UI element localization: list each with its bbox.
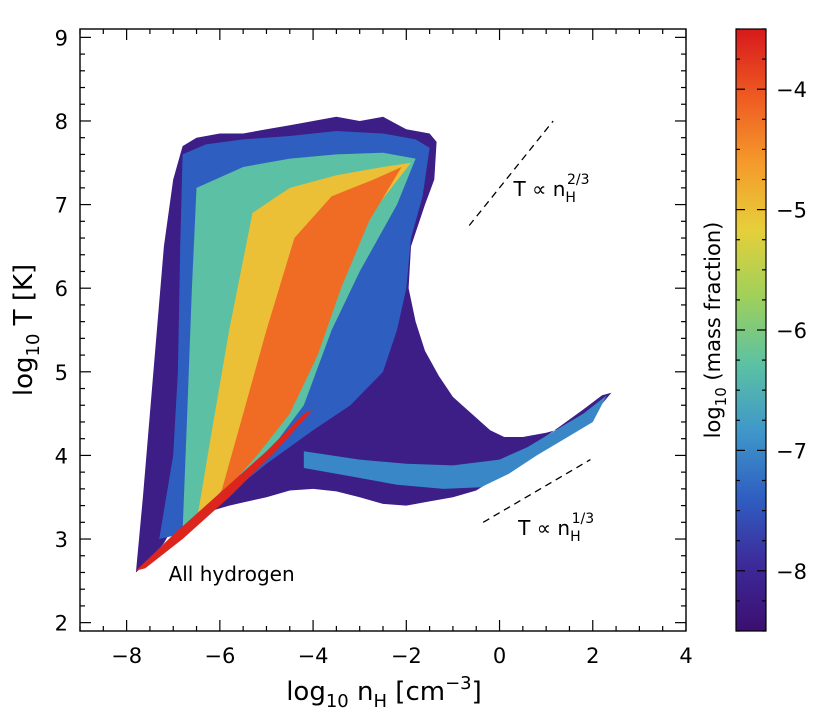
y-tick-label: 3 — [55, 528, 68, 552]
colorbar-ticks: −4 −5 −6 −7 −8 — [736, 28, 807, 632]
y-tick-label: 7 — [55, 194, 68, 218]
y-axis-ticks: 2 3 4 5 6 7 8 9 — [55, 26, 686, 636]
reference-lines — [468, 120, 591, 523]
y-tick-label: 2 — [55, 612, 68, 636]
colorbar-tick-label: −5 — [776, 199, 807, 223]
reference-line-two-thirds — [468, 120, 554, 226]
colorbar-tick-label: −8 — [776, 560, 807, 584]
heatmap-regions — [135, 116, 612, 573]
region-cool-branch — [303, 395, 607, 489]
x-tick-label: −6 — [204, 644, 235, 668]
x-axis-ticks: −8 −6 −4 −2 0 2 4 — [79, 29, 693, 668]
y-axis-label: log10 T [K] — [9, 264, 44, 396]
region-peak-core — [219, 167, 402, 498]
annotations: All hydrogen T ∝ nH2/3 T ∝ nH1/3 — [169, 172, 595, 586]
colorbar: −4 −5 −6 −7 −8 log10 (mass fraction) — [701, 28, 807, 632]
reference-line-one-third — [482, 459, 591, 523]
colorbar-tick-label: −6 — [776, 319, 807, 343]
colorbar-tick-label: −4 — [776, 78, 807, 102]
region-cooling-ridge — [135, 409, 314, 571]
x-tick-label: −4 — [298, 644, 329, 668]
x-tick-label: 2 — [586, 644, 599, 668]
y-tick-label: 6 — [55, 277, 68, 301]
colorbar-label: log10 (mass fraction) — [701, 222, 730, 439]
annotation-all-hydrogen: All hydrogen — [169, 562, 295, 586]
annotation-slope-two-thirds: T ∝ nH2/3 — [513, 172, 590, 206]
y-tick-label: 4 — [55, 444, 68, 468]
x-tick-label: 0 — [493, 644, 506, 668]
colorbar-tick-label: −7 — [776, 439, 807, 463]
y-tick-label: 5 — [55, 361, 68, 385]
x-tick-label: −8 — [111, 644, 142, 668]
y-tick-label: 9 — [55, 26, 68, 50]
y-tick-label: 8 — [55, 110, 68, 134]
annotation-slope-one-third: T ∝ nH1/3 — [517, 511, 594, 545]
x-tick-label: 4 — [679, 644, 692, 668]
x-axis-label: log10 nH [cm−3] — [286, 673, 482, 712]
x-tick-label: −2 — [391, 644, 422, 668]
